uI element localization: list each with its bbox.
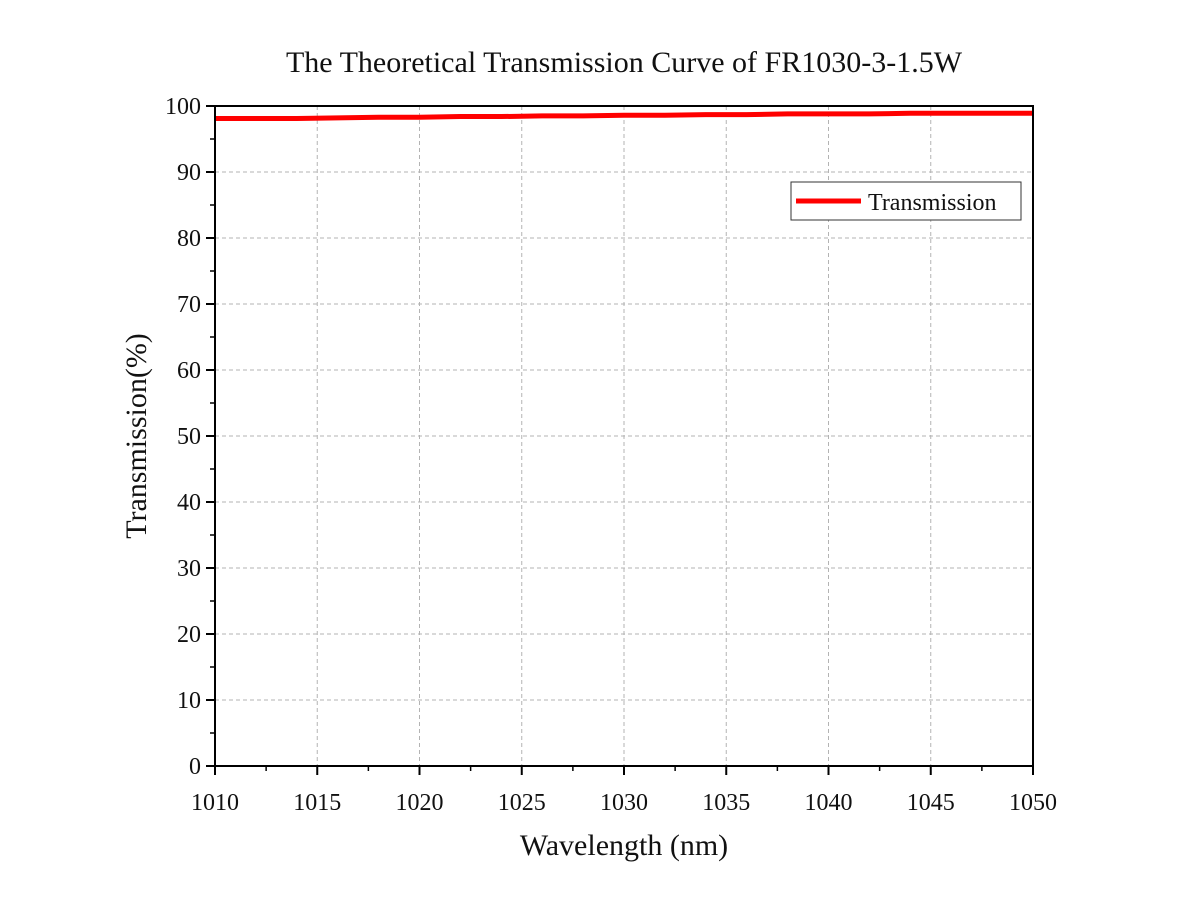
y-tick-label-100: 100 <box>165 94 201 120</box>
y-tick-label-10: 10 <box>177 688 201 714</box>
x-tick-label-1025: 1025 <box>498 790 546 816</box>
axis-ticks: 1010 1015 1020 1025 1030 1035 1040 1045 10500102… <box>165 94 1057 816</box>
y-tick-label-50: 50 <box>177 424 201 450</box>
x-tick-label-1050: 1050 <box>1009 790 1057 816</box>
y-tick-label-60: 60 <box>177 358 201 384</box>
y-tick-label-0: 0 <box>189 754 201 780</box>
x-tick-label-1020: 1020 <box>396 790 444 816</box>
series-layer <box>215 110 1033 122</box>
y-tick-label-40: 40 <box>177 490 201 516</box>
y-tick-label-20: 20 <box>177 622 201 648</box>
x-tick-label-1035: 1035 <box>702 790 750 816</box>
y-tick-label-90: 90 <box>177 160 201 186</box>
x-tick-label-1010: 1010 <box>191 790 239 816</box>
chart-title: The Theoretical Transmission Curve of FR… <box>286 46 963 79</box>
x-tick-label-1015: 1015 <box>293 790 341 816</box>
legend: Transmission <box>790 181 1022 221</box>
y-axis-label: Transmission(%) <box>120 333 153 539</box>
series-line-transmission <box>215 110 1033 122</box>
x-tick-label-1040: 1040 <box>805 790 853 816</box>
y-tick-label-30: 30 <box>177 556 201 582</box>
y-tick-label-80: 80 <box>177 226 201 252</box>
legend-label-transmission: Transmission <box>868 190 996 216</box>
grid-lines <box>215 106 1033 766</box>
x-axis-label: Wavelength (nm) <box>520 829 728 862</box>
y-tick-label-70: 70 <box>177 292 201 318</box>
x-tick-label-1030: 1030 <box>600 790 648 816</box>
x-tick-label-1045: 1045 <box>907 790 955 816</box>
